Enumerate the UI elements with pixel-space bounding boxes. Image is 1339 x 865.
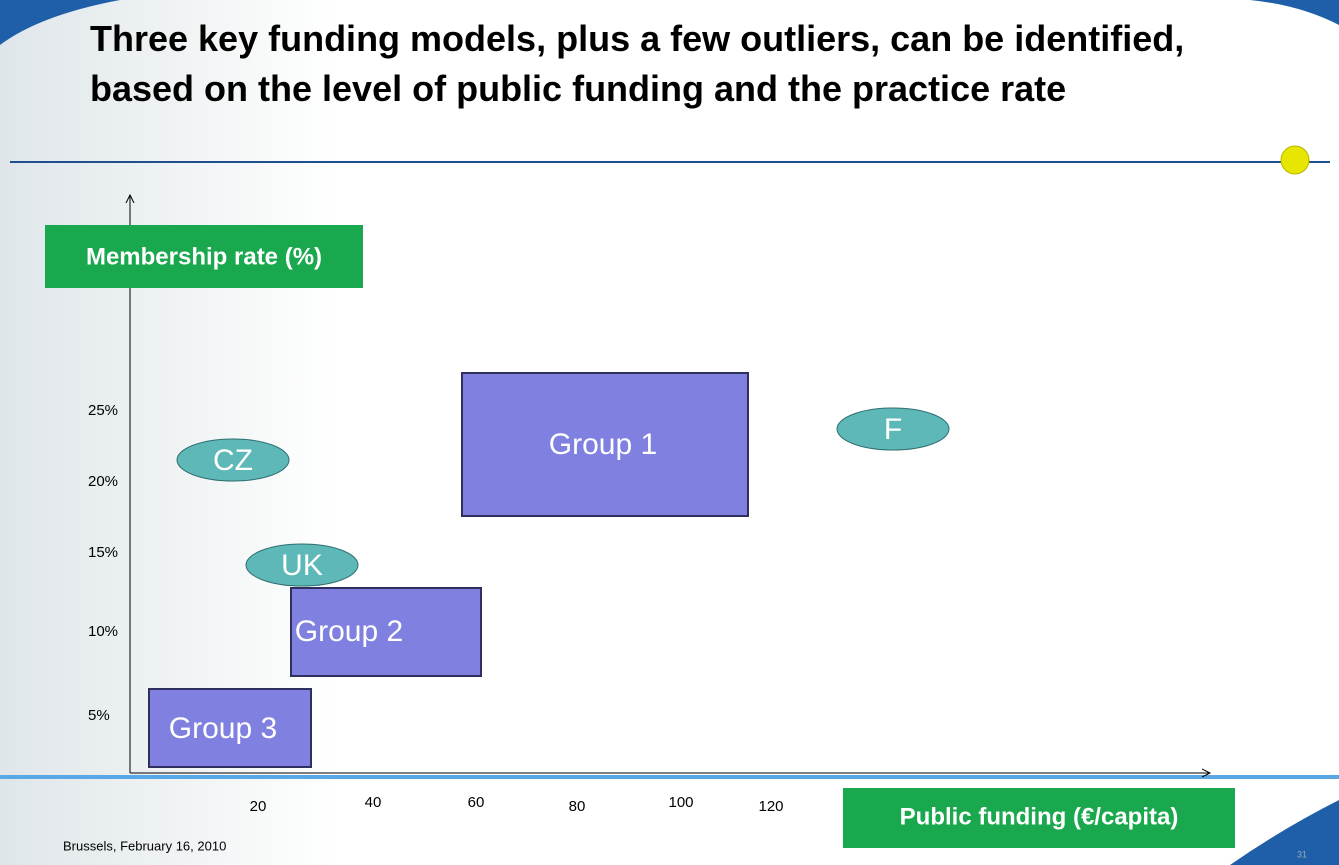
page-number: 31 xyxy=(1297,849,1307,859)
corner-swoosh xyxy=(1250,0,1339,25)
x-axis-label: Public funding (€/capita) xyxy=(900,803,1179,830)
outlier-label: F xyxy=(884,413,902,446)
y-tick-label: 5% xyxy=(88,707,110,724)
outlier-label: CZ xyxy=(213,444,253,477)
x-tick-label: 60 xyxy=(468,794,485,811)
corner-swoosh xyxy=(1230,800,1339,865)
y-tick-label: 10% xyxy=(88,623,118,640)
group-label: Group 1 xyxy=(549,428,657,461)
x-tick-label: 40 xyxy=(365,794,382,811)
footer: Brussels, February 16, 2010 xyxy=(63,838,226,853)
slide-title: Three key funding models, plus a few out… xyxy=(90,18,1185,109)
group-label: Group 2 xyxy=(295,615,403,648)
outlier-ellipse xyxy=(836,407,950,451)
x-axis-label-box xyxy=(843,788,1235,848)
y-tick-label: 25% xyxy=(88,402,118,419)
corner-swoosh xyxy=(0,0,120,45)
x-tick-label: 120 xyxy=(758,798,783,815)
group-box xyxy=(461,372,749,517)
y-axis-label: Membership rate (%) xyxy=(86,243,322,270)
ball-icon xyxy=(1280,145,1310,175)
outlier-label: UK xyxy=(281,549,323,582)
outlier-ellipse xyxy=(245,543,359,587)
y-tick-label: 15% xyxy=(88,544,118,561)
outlier-ellipse xyxy=(176,438,290,482)
x-tick-label: 20 xyxy=(250,798,267,815)
x-tick-label: 80 xyxy=(569,798,586,815)
group-box xyxy=(148,688,312,768)
y-axis-label-box xyxy=(45,225,363,288)
group-box xyxy=(290,587,482,677)
group-label: Group 3 xyxy=(169,712,277,745)
x-tick-label: 100 xyxy=(668,794,693,811)
y-tick-label: 20% xyxy=(88,473,118,490)
